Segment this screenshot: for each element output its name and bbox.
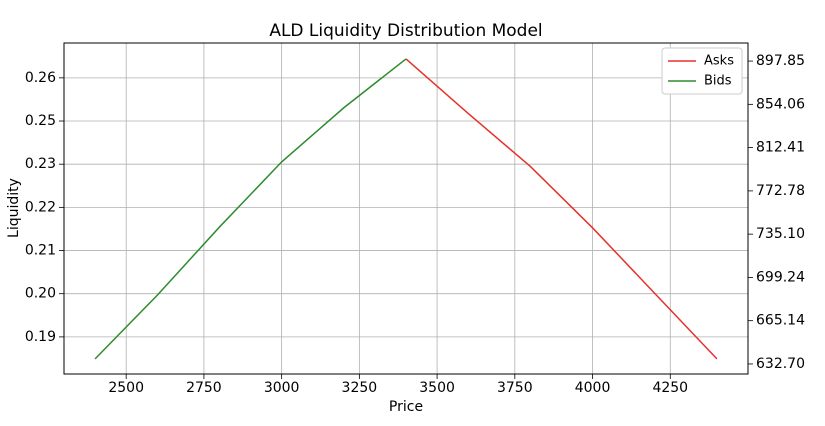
x-tick-label: 2500 bbox=[108, 380, 144, 396]
legend-label: Bids bbox=[704, 74, 732, 89]
chart-title: ALD Liquidity Distribution Model bbox=[269, 21, 542, 41]
y2-tick-label: 854.06 bbox=[756, 96, 805, 112]
line-series bbox=[94, 58, 407, 360]
y-tick-label: 0.26 bbox=[25, 70, 56, 86]
y-tick-label: 0.23 bbox=[25, 156, 56, 172]
x-tick-label: 4250 bbox=[652, 380, 688, 396]
y-axis-label: Liquidity bbox=[6, 178, 22, 238]
y2-tick-label: 772.78 bbox=[756, 183, 805, 199]
x-tick-label: 3750 bbox=[497, 380, 533, 396]
line-series bbox=[405, 58, 718, 360]
y2-tick-label: 735.10 bbox=[756, 226, 805, 242]
legend-box bbox=[661, 47, 743, 95]
y2-tick-label: 812.41 bbox=[756, 140, 805, 156]
y-tick-label: 0.21 bbox=[25, 243, 56, 259]
x-tick-label: 3500 bbox=[419, 380, 455, 396]
y-tick-label: 0.22 bbox=[25, 199, 56, 215]
x-tick-label: 2750 bbox=[186, 380, 222, 396]
plot-frame bbox=[63, 42, 749, 375]
legend-label: Asks bbox=[704, 54, 734, 69]
y-tick-label: 0.19 bbox=[25, 329, 56, 345]
x-axis-label: Price bbox=[389, 399, 423, 415]
x-tick-label: 3000 bbox=[264, 380, 300, 396]
y2-tick-label: 897.85 bbox=[756, 53, 805, 69]
y2-tick-label: 632.70 bbox=[756, 356, 805, 372]
y2-tick-label: 699.24 bbox=[756, 269, 805, 285]
x-tick-label: 4000 bbox=[575, 380, 611, 396]
x-tick-label: 3250 bbox=[342, 380, 378, 396]
y-tick-label: 0.25 bbox=[25, 113, 56, 129]
y-tick-label: 0.20 bbox=[25, 286, 56, 302]
y2-tick-label: 665.14 bbox=[756, 313, 805, 329]
